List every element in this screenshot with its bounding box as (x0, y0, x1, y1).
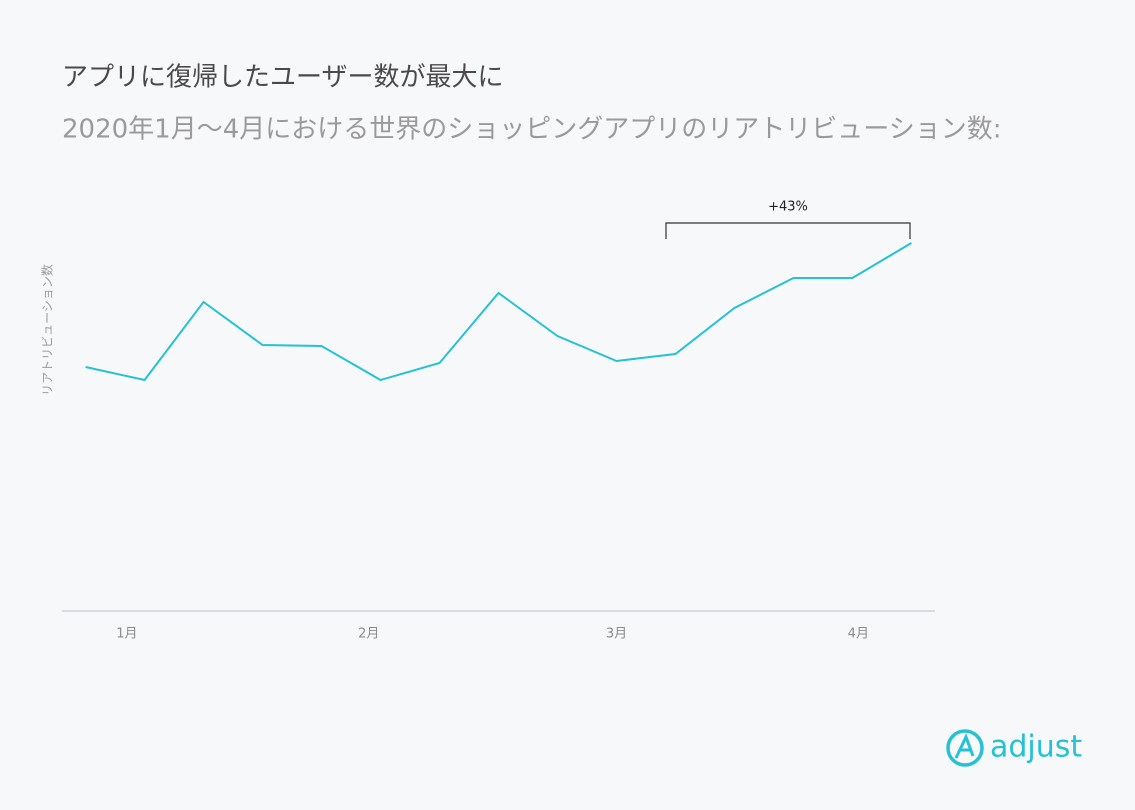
logo: adjust (946, 729, 1082, 767)
annotation: +43% (768, 200, 808, 215)
x-tick-label: 3月 (606, 627, 627, 642)
annotation-bracket (665, 222, 911, 239)
x-tick-label: 1月 (116, 627, 137, 642)
y-axis-label: リアトリビューション数 (40, 264, 55, 396)
data-line (85, 242, 912, 382)
x-tick-label: 2月 (358, 627, 379, 642)
brand-name: adjust (990, 730, 1082, 765)
logo-icon (946, 729, 984, 767)
logo-icon (954, 733, 975, 759)
chart-title: アプリに復帰したユーザー数が最大に (62, 63, 503, 93)
chart-subtitle: 2020年1月〜4月における世界のショッピングアプリのリアトリビューション数: (62, 115, 1002, 145)
x-tick-label: 4月 (848, 627, 869, 642)
